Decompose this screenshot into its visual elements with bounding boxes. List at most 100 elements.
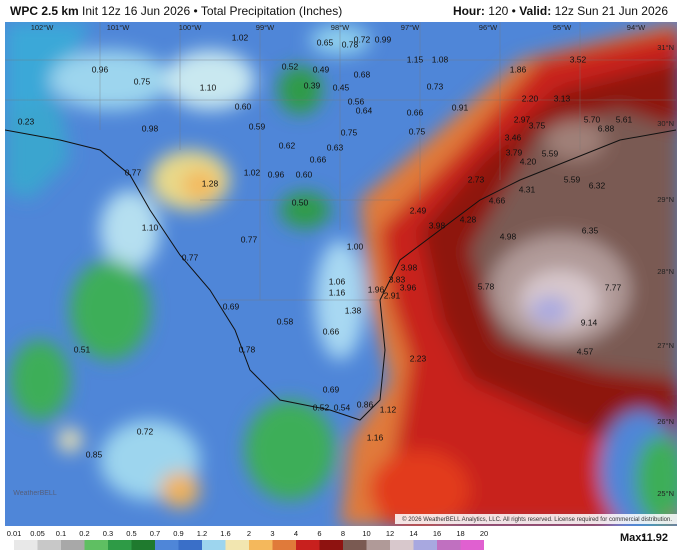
colorbar-swatch: [413, 540, 437, 550]
colorbar-swatch: [437, 540, 461, 550]
colorbar-swatch: [390, 540, 414, 550]
colorbar-label: 20: [480, 529, 488, 538]
colorbar-label: 1.6: [220, 529, 230, 538]
precip-value: 4.20: [520, 156, 537, 166]
precip-value: 0.59: [249, 121, 266, 131]
precip-value: 0.56: [348, 96, 365, 106]
precip-value: 3.96: [400, 282, 417, 292]
precip-value: 0.65: [317, 37, 334, 47]
precip-value: 0.51: [74, 344, 91, 354]
precip-value: 0.62: [279, 140, 296, 150]
colorbar-label: 0.5: [126, 529, 136, 538]
precip-value: 0.98: [142, 123, 159, 133]
precip-value: 0.64: [356, 105, 373, 115]
precip-value: 1.02: [232, 32, 249, 42]
colorbar-swatch: [37, 540, 61, 550]
precip-value: 0.52: [282, 61, 299, 71]
precip-value: 0.39: [304, 80, 321, 90]
precip-value: 0.78: [342, 39, 359, 49]
longitude-label: 94°W: [627, 23, 646, 32]
precip-value: 0.63: [327, 142, 344, 152]
colorbar-swatch: [272, 540, 296, 550]
precip-value: 1.96: [368, 284, 385, 294]
colorbar-label: 0.1: [56, 529, 66, 538]
colorbar-swatch: [202, 540, 226, 550]
precip-value: 4.98: [500, 231, 517, 241]
precip-value: 0.66: [310, 154, 327, 164]
precip-value: 3.79: [506, 147, 523, 157]
latitude-label: 30°N: [657, 119, 674, 128]
precip-field: [5, 22, 677, 526]
colorbar-label: 10: [362, 529, 370, 538]
sep: •: [193, 4, 198, 18]
precip-value: 2.91: [384, 290, 401, 300]
precip-value: 5.59: [542, 148, 559, 158]
max-label: Max:: [620, 532, 645, 544]
precip-value: 0.78: [239, 344, 256, 354]
precip-value: 6.35: [582, 225, 599, 235]
precip-value: 0.77: [241, 234, 258, 244]
precip-value: 2.97: [514, 114, 531, 124]
colorbar-label: 16: [433, 529, 441, 538]
colorbar-label: 8: [341, 529, 345, 538]
colorbar-swatch: [84, 540, 108, 550]
precip-value: 2.49: [410, 205, 427, 215]
latitude-label: 26°N: [657, 417, 674, 426]
longitude-label: 98°W: [331, 23, 350, 32]
colorbar-label: 0.01: [7, 529, 22, 538]
precip-value: 2.23: [410, 353, 427, 363]
latitude-label: 27°N: [657, 341, 674, 350]
colorbar-swatch: [343, 540, 367, 550]
precip-value: 0.77: [125, 167, 142, 177]
precip-value: 0.77: [182, 252, 199, 262]
init: Init 12z 16 Jun 2026: [82, 4, 191, 18]
colorbar-label: 12: [386, 529, 394, 538]
colorbar-label: 2: [247, 529, 251, 538]
precip-value: 3.83: [389, 274, 406, 284]
colorbar-swatch: [296, 540, 320, 550]
precip-value: 1.16: [367, 432, 384, 442]
precip-value: 1.38: [345, 305, 362, 315]
longitude-label: 101°W: [107, 23, 131, 32]
precip-value: 7.77: [605, 282, 622, 292]
precip-value: 9.14: [581, 317, 598, 327]
precip-value: 1.10: [200, 82, 217, 92]
hour-label: Hour:: [452, 4, 485, 18]
model: WPC 2.5 km: [10, 4, 79, 18]
latitude-label: 28°N: [657, 267, 674, 276]
colorbar-label: 0.05: [30, 529, 45, 538]
colorbar-swatch: [108, 540, 132, 550]
precip-value: 1.28: [202, 178, 219, 188]
precip-value: 0.69: [323, 384, 340, 394]
valid-label: Valid:: [519, 4, 552, 18]
precip-value: 0.49: [313, 64, 330, 74]
latitude-label: 31°N: [657, 43, 674, 52]
precip-value: 3.13: [554, 93, 571, 103]
longitude-label: 102°W: [31, 23, 55, 32]
colorbar-label: 18: [456, 529, 464, 538]
colorbar-swatch: [178, 540, 202, 550]
longitude-label: 97°W: [401, 23, 420, 32]
colorbar-swatch: [14, 540, 38, 550]
valid: 12z Sun 21 Jun 2026: [554, 4, 668, 18]
precip-value: 0.73: [427, 81, 444, 91]
precip-value: 0.75: [341, 127, 358, 137]
longitude-label: 95°W: [553, 23, 572, 32]
precip-value: 0.72: [137, 426, 154, 436]
precip-value: 1.86: [510, 64, 527, 74]
colorbar-swatch: [249, 540, 273, 550]
colorbar-swatch: [131, 540, 155, 550]
precip-value: 3.98: [429, 220, 446, 230]
precip-value: 3.98: [401, 262, 418, 272]
precip-value: 0.96: [268, 169, 285, 179]
precip-value: 5.61: [616, 114, 633, 124]
watermark: WeatherBELL: [13, 490, 57, 497]
sep: •: [511, 4, 516, 18]
colorbar-label: 0.9: [173, 529, 183, 538]
precip-value: 0.99: [375, 34, 392, 44]
product: Total Precipitation (Inches): [200, 4, 343, 18]
longitude-label: 100°W: [179, 23, 203, 32]
precip-value: 0.69: [223, 301, 240, 311]
precip-value: 0.85: [86, 449, 103, 459]
